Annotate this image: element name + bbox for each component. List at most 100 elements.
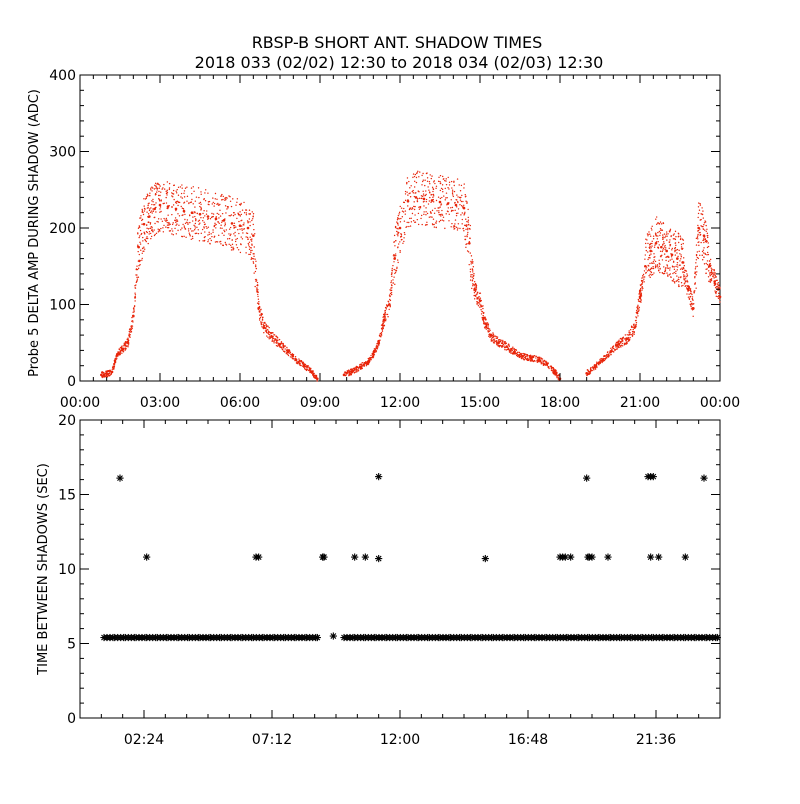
data-point-fill [670,229,671,230]
data-point-fill [680,236,681,237]
data-point-fill [592,367,593,368]
data-point-fill [659,272,660,273]
data-point-fill [149,210,150,211]
data-point-fill [159,200,160,201]
data-point-fill [668,257,669,258]
data-point-fill [470,279,471,280]
data-point-fill [142,248,143,249]
data-point-fill [202,213,203,214]
data-point-fill [163,184,164,185]
data-point-fill [621,339,622,340]
data-point-fill [707,260,708,261]
data-point-fill [155,193,156,194]
data-point-fill [151,236,152,237]
data-point-fill [687,281,688,282]
data-point-fill [544,360,545,361]
data-point-fill [157,228,158,229]
data-point-fill [388,309,389,310]
data-point-fill [478,305,479,306]
data-point-fill [253,253,254,254]
data-point-fill [437,207,438,208]
data-point-fill [711,278,712,279]
data-point-fill [400,236,401,237]
data-point-fill [248,221,249,222]
data-point-fill [456,215,457,216]
data-point-fill [176,233,177,234]
data-point-fill [261,323,262,324]
data-point-fill [298,361,299,362]
data-point-fill [249,236,250,237]
data-point-fill [165,191,166,192]
data-point-fill [403,202,404,203]
data-point-fill [639,307,640,308]
data-point-fill [184,211,185,212]
data-point-fill [636,322,637,323]
data-point-fill [664,233,665,234]
data-point-fill [713,272,714,273]
data-point-fill [536,356,537,357]
data-point-fill [431,178,432,179]
data-point-fill [176,192,177,193]
data-point-fill [251,250,252,251]
data-point-fill [173,204,174,205]
data-point-fill [142,219,143,220]
data-point-fill [661,223,662,224]
data-point-fill [273,342,274,343]
data-point-fill [234,214,235,215]
data-point-fill [674,272,675,273]
data-point-fill [224,225,225,226]
data-point-fill [158,198,159,199]
data-point-fill [713,277,714,278]
data-point-fill [379,335,380,336]
data-point-fill [198,233,199,234]
data-point-fill [477,303,478,304]
data-point-fill [448,207,449,208]
data-point-fill [433,189,434,190]
outlier-marker [647,553,654,560]
data-point-fill [131,329,132,330]
data-point-fill [228,244,229,245]
data-point-fill [662,237,663,238]
data-point-fill [480,309,481,310]
data-point-fill [253,215,254,216]
data-point-fill [263,324,264,325]
data-point-fill [683,278,684,279]
data-point-fill [654,256,655,257]
data-point-fill [686,293,687,294]
data-point-fill [680,254,681,255]
data-point-fill [482,315,483,316]
data-point-fill [242,238,243,239]
data-point-fill [457,196,458,197]
data-point-fill [184,202,185,203]
data-point-fill [156,191,157,192]
data-point-fill [666,272,667,273]
data-point-fill [434,183,435,184]
data-point-fill [474,287,475,288]
data-point-fill [683,267,684,268]
data-point-fill [394,245,395,246]
data-point-fill [672,248,673,249]
data-point-fill [416,182,417,183]
data-point-fill [202,240,203,241]
data-point-fill [696,254,697,255]
data-point-fill [694,276,695,277]
data-point-fill [553,368,554,369]
outlier-marker [375,473,382,480]
data-point-fill [158,191,159,192]
data-point-fill [698,241,699,242]
data-point-fill [414,176,415,177]
data-point-fill [640,284,641,285]
data-point-fill [383,328,384,329]
data-point-fill [229,238,230,239]
data-point-fill [167,224,168,225]
data-point-fill [441,197,442,198]
data-point-fill [642,288,643,289]
data-point-fill [425,211,426,212]
data-point-fill [625,340,626,341]
data-point-fill [257,292,258,293]
data-point-fill [673,234,674,235]
data-point-fill [446,197,447,198]
data-point-fill [397,247,398,248]
data-point-fill [550,366,551,367]
data-point-fill [121,346,122,347]
